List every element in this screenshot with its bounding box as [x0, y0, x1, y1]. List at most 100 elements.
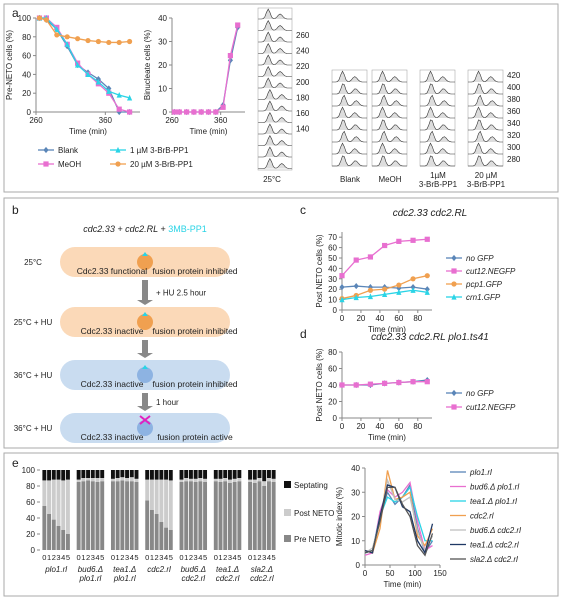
- histogram: [332, 119, 367, 131]
- cdc-state: Cdc2.33 inactive: [81, 379, 144, 389]
- histogram: [372, 94, 407, 107]
- bar-segment: [90, 478, 95, 482]
- bar-segment: [95, 482, 100, 550]
- histogram: [258, 77, 292, 89]
- y-tick-label: 20: [26, 530, 35, 539]
- bar-segment: [149, 470, 154, 480]
- marker: [64, 34, 70, 40]
- bar-segment: [47, 514, 52, 550]
- bar-segment: [248, 482, 253, 550]
- histogram: [372, 70, 407, 83]
- legend-label: 20 µM 3-BrB-PP1: [130, 160, 193, 169]
- x-axis-label: Time (min): [69, 127, 107, 136]
- x-tick-label: 100: [408, 569, 422, 578]
- title-part: cdc2.33 + cdc2.RL +: [83, 224, 168, 234]
- group-label: tea1.Δ: [216, 565, 239, 574]
- x-tick-label: 0: [77, 553, 81, 562]
- bar-segment: [65, 534, 70, 550]
- histogram: [468, 94, 503, 107]
- x-tick-label: 3: [262, 553, 266, 562]
- y-tick-label: 20: [22, 89, 31, 98]
- marker: [367, 381, 374, 387]
- bar-segment: [271, 482, 276, 550]
- flow-tick-label: 300: [507, 143, 521, 152]
- x-tick-label: 1: [218, 553, 222, 562]
- bar-segment: [184, 470, 189, 478]
- bar-segment: [76, 470, 81, 480]
- bar-segment: [164, 527, 169, 550]
- marker: [127, 94, 133, 101]
- marker: [54, 26, 60, 32]
- x-tick-label: 2: [155, 553, 159, 562]
- x-tick-label: 1: [253, 553, 257, 562]
- histogram: [468, 130, 503, 143]
- legend-label: tea1.Δ cdc2.rl: [470, 541, 519, 550]
- marker: [115, 161, 121, 167]
- bar-segment: [51, 479, 56, 520]
- x-tick-label: 50: [386, 569, 395, 578]
- histogram: [468, 155, 503, 167]
- marker: [424, 273, 430, 279]
- legend-label: cdc2.rl: [470, 512, 494, 521]
- group-label: bud6.Δ: [181, 565, 206, 574]
- marker: [116, 106, 122, 112]
- histogram: [420, 83, 455, 95]
- x-tick-label: 3: [194, 553, 198, 562]
- marker: [191, 109, 197, 115]
- bar-segment: [42, 480, 47, 506]
- bar-segment: [271, 478, 276, 482]
- marker: [451, 293, 457, 300]
- bar-segment: [203, 470, 208, 479]
- bar-segment: [47, 470, 52, 481]
- bar-segment: [203, 478, 208, 482]
- bar-segment: [125, 481, 130, 550]
- bar-segment: [164, 479, 169, 528]
- bar-segment: [193, 478, 198, 482]
- y-tick-label: 60: [328, 365, 337, 374]
- marker: [396, 379, 402, 386]
- bar-segment: [179, 470, 184, 480]
- x-tick-label: 4: [164, 553, 168, 562]
- histogram: [372, 155, 407, 167]
- y-tick-label: 100: [18, 14, 32, 23]
- y-tick-label: 50: [328, 254, 337, 263]
- diagram-title: cdc2.33 + cdc2.RL + 3MB-PP1: [83, 224, 206, 234]
- histogram: [258, 54, 292, 66]
- x-tick-label: 5: [169, 553, 173, 562]
- bar-segment: [257, 481, 262, 550]
- condition: 36°C + HU: [14, 424, 53, 433]
- bar-segment: [237, 470, 242, 478]
- histogram: [332, 142, 367, 155]
- cdc-state: Cdc2.33 functional: [77, 266, 148, 276]
- marker: [205, 109, 212, 115]
- x-tick-label: 3: [91, 553, 95, 562]
- marker: [367, 254, 374, 260]
- marker: [410, 287, 416, 293]
- marker: [95, 78, 101, 85]
- y-tick-label: 60: [328, 244, 337, 253]
- x-tick-label: 0: [340, 422, 345, 431]
- bar-segment: [120, 477, 125, 481]
- bar-segment: [252, 470, 257, 480]
- bar-segment: [125, 478, 130, 482]
- series-line: [364, 486, 434, 557]
- chart-title: cdc2.33 cdc2.RL: [393, 208, 468, 219]
- marker: [353, 257, 359, 263]
- fusion-state: fusion protein active: [157, 432, 233, 442]
- marker: [410, 379, 416, 385]
- bar-segment: [248, 479, 253, 482]
- y-tick-label: 10: [351, 537, 360, 546]
- y-tick-label: 0: [27, 108, 32, 117]
- legend-label: cut12.NEGFP: [466, 267, 516, 276]
- x-tick-label: 60: [394, 422, 403, 431]
- histogram: [420, 119, 455, 131]
- x-axis-label: Time (min): [384, 580, 422, 589]
- legend-label: bud6.Δ plo1.rl: [470, 483, 519, 492]
- histogram: [332, 70, 367, 83]
- bar-segment: [61, 530, 66, 550]
- bar-segment: [42, 470, 47, 481]
- marker: [451, 281, 457, 287]
- bar-segment: [218, 470, 223, 479]
- marker: [367, 293, 374, 300]
- marker: [235, 22, 241, 28]
